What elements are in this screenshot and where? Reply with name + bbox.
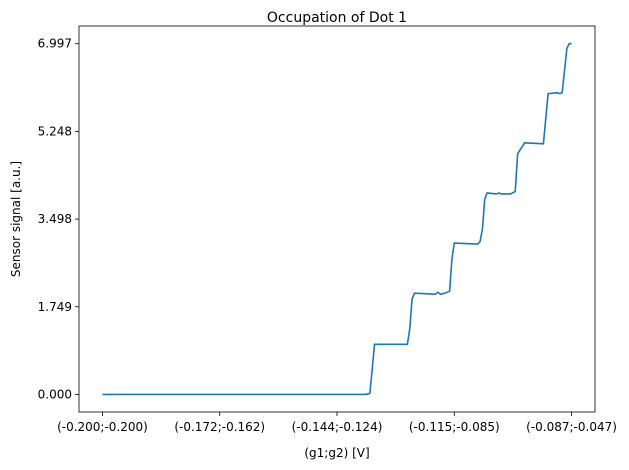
y-axis: 0.000 1.749 3.498 5.248 6.997	[38, 37, 79, 401]
x-tick-label: (-0.200;-0.200)	[57, 420, 148, 434]
x-tick-label: (-0.172;-0.162)	[174, 420, 265, 434]
x-axis-title: (g1;g2) [V]	[304, 446, 369, 460]
y-tick-label: 3.498	[38, 212, 72, 226]
y-tick-label: 0.000	[38, 387, 72, 401]
plot-area-frame	[78, 25, 596, 413]
y-tick-label: 6.997	[38, 37, 72, 51]
series-layer	[102, 42, 572, 396]
x-tick-label: (-0.115;-0.085)	[409, 420, 500, 434]
y-tick-label: 5.248	[38, 124, 72, 138]
y-axis-title: Sensor signal [a.u.]	[9, 161, 23, 277]
x-axis: (-0.200;-0.200) (-0.172;-0.162) (-0.144;-0…	[57, 412, 617, 434]
series-line	[102, 42, 572, 396]
chart-title: Occupation of Dot 1	[267, 10, 407, 26]
y-tick-label: 1.749	[38, 300, 72, 314]
x-tick-label: (-0.144;-0.124)	[292, 420, 383, 434]
x-tick-label: (-0.087;-0.047)	[526, 420, 617, 434]
